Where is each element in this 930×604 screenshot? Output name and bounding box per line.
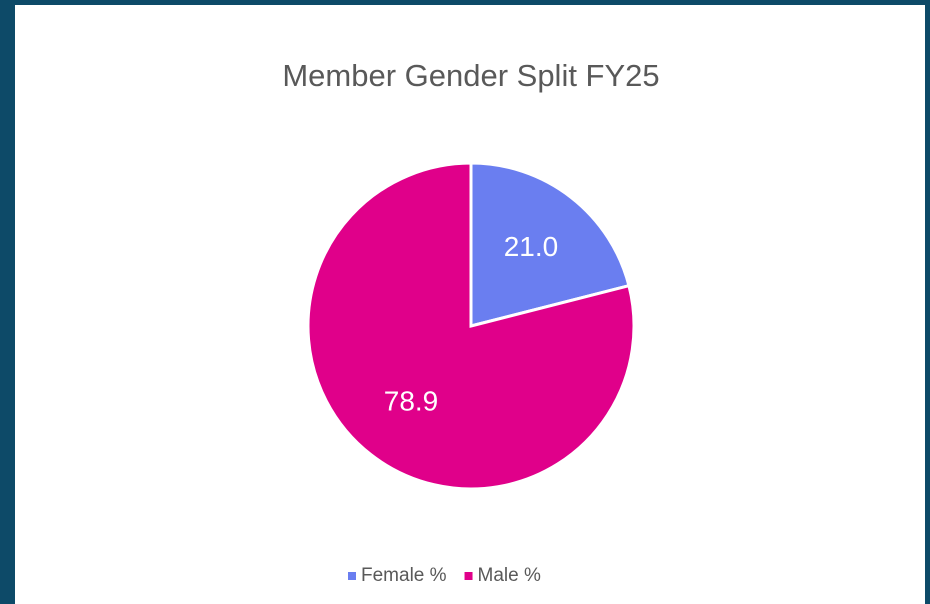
legend-swatch: [464, 572, 473, 580]
chart-title: Member Gender Split FY25: [282, 58, 659, 93]
data-label: 21.0: [504, 231, 559, 262]
legend-swatch: [348, 572, 356, 580]
legend-label: Female %: [361, 565, 447, 586]
data-label: 78.9: [384, 386, 439, 417]
pie-slice: [469, 161, 631, 328]
legend-label: Male %: [478, 565, 541, 586]
pie-slice: [306, 161, 636, 491]
